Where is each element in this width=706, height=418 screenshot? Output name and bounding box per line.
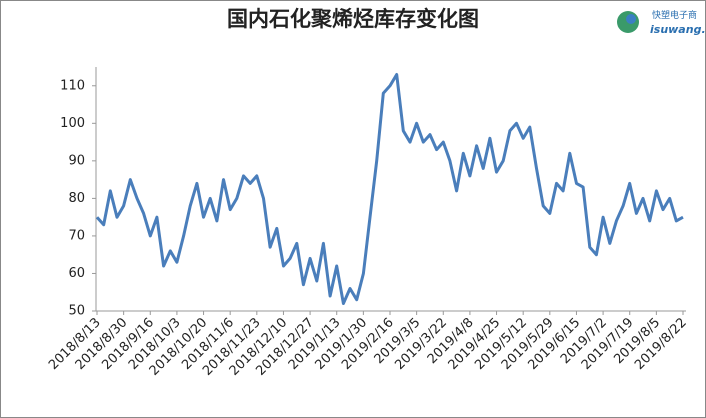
chart-title: 国内石化聚烯烃库存变化图 [227, 6, 479, 31]
y-tick-label: 110 [60, 78, 85, 93]
y-tick-label: 70 [68, 228, 85, 243]
y-tick-label: 60 [68, 266, 85, 281]
y-tick-label: 100 [60, 116, 85, 131]
y-tick-label: 50 [68, 304, 85, 319]
logo-text: 快塑电子商 [652, 9, 697, 21]
line [95, 73, 684, 305]
y-tick-label: 90 [68, 153, 85, 168]
y-tick-label: 80 [68, 191, 85, 206]
logo-icon [626, 14, 636, 24]
logo-url: isuwang.c [650, 23, 706, 36]
